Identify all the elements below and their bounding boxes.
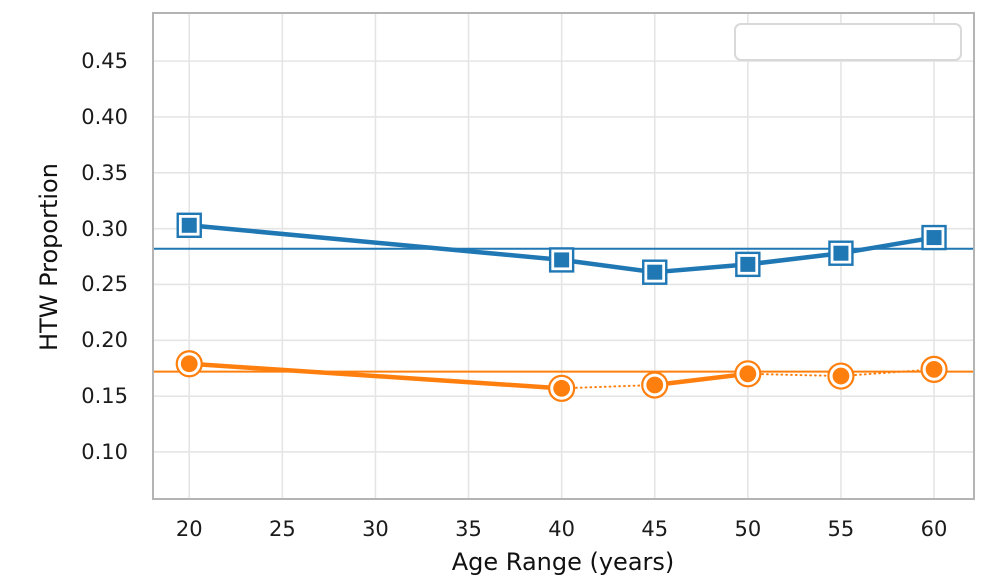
htw-proportion-orange-circles-marker — [553, 379, 571, 397]
htw-proportion-blue-squares-segment — [186, 223, 564, 263]
x-tick-label: 40 — [548, 517, 575, 541]
y-tick-label: 0.45 — [81, 49, 128, 74]
y-tick-label: 0.10 — [81, 439, 128, 464]
htw-proportion-blue-squares-marker — [926, 230, 942, 246]
htw-proportion-blue-squares-segment — [559, 257, 657, 275]
htw-proportion-blue-squares-marker — [181, 217, 197, 233]
htw-proportion-orange-circles-segment — [186, 361, 564, 391]
htw-proportion-orange-circles-marker — [925, 360, 943, 378]
y-tick-label: 0.15 — [81, 384, 128, 409]
htw-proportion-blue-squares-segment — [838, 235, 937, 256]
htw-proportion-blue-squares-marker — [554, 252, 570, 268]
htw-proportion-blue-squares-segment — [652, 262, 751, 275]
htw-proportion-orange-circles-segment — [746, 372, 842, 378]
x-tick-label: 30 — [362, 517, 389, 541]
plot-area — [152, 12, 975, 500]
htw-proportion-orange-circles-segment — [839, 368, 936, 378]
x-tick-label: 20 — [175, 517, 203, 541]
y-tick-label: 0.35 — [81, 160, 128, 185]
htw-proportion-orange-circles-segment — [560, 383, 656, 390]
x-tick-label: 25 — [268, 517, 296, 541]
y-tick-label: 0.30 — [81, 216, 128, 241]
y-axis-label: HTW Proportion — [35, 163, 63, 351]
x-tick-label: 45 — [641, 517, 669, 541]
x-tick-label: 60 — [920, 517, 948, 541]
htw-proportion-orange-circles-marker — [832, 367, 850, 385]
legend-box — [734, 23, 962, 61]
y-tick-label: 0.25 — [81, 272, 128, 297]
plot-spine — [152, 12, 975, 500]
htw-proportion-blue-squares-marker — [647, 264, 663, 280]
htw-proportion-orange-circles-marker — [739, 365, 757, 383]
x-axis-label: Age Range (years) — [451, 548, 675, 576]
htw-proportion-blue-squares-marker — [740, 256, 756, 272]
y-tick-label: 0.20 — [81, 328, 128, 353]
x-tick-label: 50 — [734, 517, 762, 541]
htw-proportion-blue-squares-segment — [745, 250, 844, 267]
plot-svg — [152, 12, 975, 500]
htw-proportion-orange-circles-marker — [180, 355, 198, 373]
x-tick-label: 35 — [455, 517, 482, 541]
x-tick-label: 55 — [827, 517, 855, 541]
y-tick-label: 0.40 — [81, 104, 128, 129]
htw-proportion-blue-squares-marker — [833, 245, 849, 261]
htw-proportion-orange-circles-segment — [652, 371, 751, 388]
htw-proportion-orange-circles-marker — [646, 376, 664, 394]
